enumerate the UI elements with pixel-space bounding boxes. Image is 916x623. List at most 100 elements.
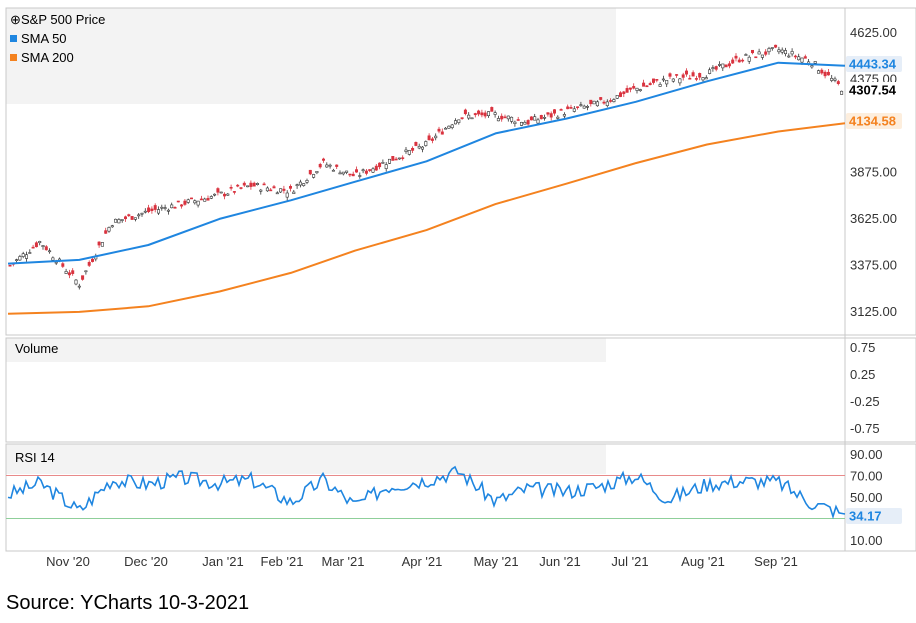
last-value-price-bg: [846, 82, 902, 98]
candle-body: [308, 169, 312, 175]
candle-body: [364, 170, 368, 174]
rsi-panel-title: RSI 14: [15, 450, 55, 465]
x-tick-label: Mar '21: [322, 554, 365, 569]
candle-body: [430, 138, 434, 141]
candle-body: [213, 193, 217, 196]
volume-panel-title: Volume: [15, 341, 58, 356]
candle-body: [463, 109, 467, 115]
candle-body: [434, 135, 438, 139]
candle-body: [533, 116, 537, 121]
candle-body: [486, 111, 490, 117]
candle-body: [500, 115, 504, 120]
candle-body: [279, 188, 283, 193]
last-value-price: 4307.54: [849, 83, 897, 98]
price-y-tick: 3125.00: [850, 304, 897, 319]
last-value-sma50: 4443.34: [849, 57, 897, 72]
candle-body: [315, 171, 319, 174]
candle-body: [618, 92, 622, 97]
candle-body: [638, 89, 642, 92]
candle-body: [236, 184, 240, 187]
candle-body: [708, 69, 712, 74]
candle-body: [622, 91, 626, 95]
legend-sma200-swatch: [10, 54, 17, 61]
candle-body: [483, 112, 487, 117]
candle-body: [668, 73, 672, 77]
candle-body: [820, 69, 824, 74]
candle-body: [285, 192, 289, 198]
candle-body: [265, 187, 269, 192]
candle-body: [810, 65, 814, 68]
candle-body: [190, 197, 194, 200]
rsi-header-shade: [6, 444, 606, 474]
candle-body: [543, 117, 547, 119]
candle-body: [780, 49, 784, 53]
last-value-sma50-bg: [846, 56, 902, 72]
candle-body: [595, 101, 599, 107]
candle-body: [325, 164, 329, 168]
candle-body: [717, 64, 721, 66]
candle-body: [724, 64, 728, 68]
candle-body: [671, 78, 675, 82]
candle-body: [552, 109, 556, 114]
candle-body: [196, 200, 200, 206]
candle-body: [764, 51, 768, 55]
candle-body: [120, 219, 124, 221]
candle-body: [579, 104, 583, 106]
candle-body: [648, 83, 652, 86]
candle-body: [91, 258, 95, 262]
candle-body: [787, 55, 791, 58]
price-y-tick: 3625.00: [850, 211, 897, 226]
candle-body: [701, 77, 705, 81]
candle-body: [153, 205, 157, 210]
candle-body: [44, 246, 48, 251]
candle-body: [493, 112, 497, 115]
candle-body: [830, 77, 834, 81]
candle-body: [572, 108, 576, 112]
candle-body: [140, 212, 144, 215]
candle-body: [539, 115, 543, 120]
candle-body: [605, 101, 609, 106]
candle-body: [747, 56, 751, 62]
candle-body: [255, 183, 259, 185]
candle-body: [490, 107, 494, 112]
candle-body: [774, 44, 778, 48]
last-value-sma200: 4134.58: [849, 114, 896, 129]
candle-body: [163, 207, 167, 209]
candle-body: [767, 48, 771, 53]
rsi-line: [7, 465, 846, 520]
candle-body: [127, 214, 131, 217]
candle-body: [457, 119, 461, 123]
source-note: Source: YCharts 10-3-2021: [6, 592, 250, 614]
volume-y-tick: -0.25: [850, 394, 880, 409]
candle-body: [331, 169, 335, 172]
price-y-tick: 3875.00: [850, 165, 897, 180]
candle-body: [698, 73, 702, 78]
candle-body: [124, 216, 128, 220]
candle-body: [609, 100, 613, 102]
candle-body: [157, 209, 161, 214]
candle-body: [510, 116, 514, 122]
candle-body: [348, 173, 352, 176]
candle-body: [226, 193, 230, 196]
candle-body: [711, 67, 715, 69]
candle-body: [444, 127, 448, 130]
candle-body: [282, 188, 286, 191]
candle-body: [81, 275, 85, 280]
candle-body: [117, 219, 121, 224]
candle-body: [585, 106, 589, 108]
candle-body: [589, 99, 593, 105]
candle-body: [100, 242, 104, 247]
candle-body: [467, 114, 471, 119]
candle-body: [15, 259, 19, 261]
volume-y-tick: 0.75: [850, 340, 875, 355]
candle-body: [833, 78, 837, 81]
candle-body: [104, 230, 108, 234]
candle-body: [176, 200, 180, 203]
candle-body: [223, 193, 227, 197]
candle-body: [566, 106, 570, 110]
candle-body: [133, 217, 137, 220]
candle-body: [232, 191, 236, 193]
candle-body: [209, 196, 213, 199]
candle-body: [411, 147, 415, 151]
candle-body: [770, 47, 774, 49]
